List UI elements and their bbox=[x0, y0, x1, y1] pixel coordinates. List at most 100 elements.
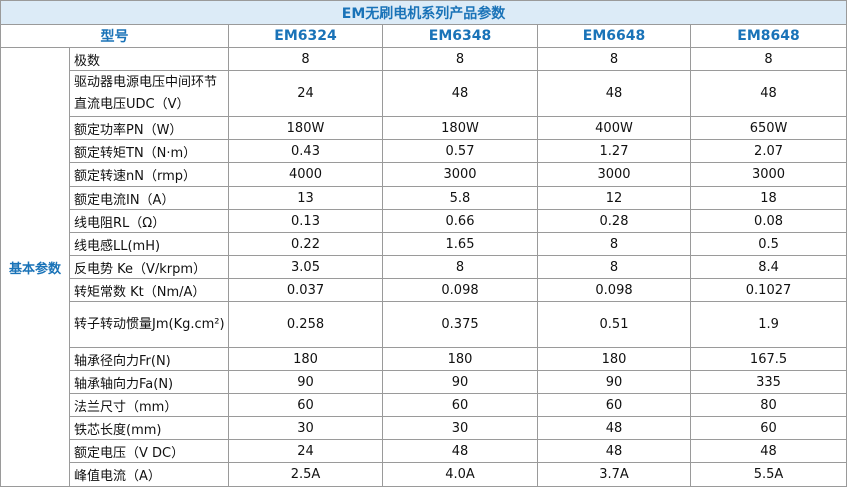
table-row: 轴承径向力Fr(N) 180 180 180 167.5 bbox=[1, 347, 848, 371]
param-name: 额定转速nN（rmp） bbox=[69, 162, 229, 187]
param-value: 1.27 bbox=[537, 139, 691, 163]
param-value: 400W bbox=[537, 116, 691, 140]
param-name: 驱动器电源电压中间环节直流电压UDC（V） bbox=[69, 70, 229, 117]
param-value: 24 bbox=[228, 70, 383, 117]
table-row: 轴承轴向力Fa(N) 90 90 90 335 bbox=[1, 370, 848, 394]
param-value: 0.13 bbox=[228, 209, 383, 233]
param-value: 180W bbox=[228, 116, 383, 140]
header-row: 型号 EM6324 EM6348 EM6648 EM8648 bbox=[0, 24, 848, 48]
param-value: 8 bbox=[537, 255, 691, 279]
param-value: 0.28 bbox=[537, 209, 691, 233]
param-value: 8 bbox=[228, 47, 383, 71]
param-value: 8.4 bbox=[689, 255, 848, 279]
param-name: 反电势 Ke（V/krpm） bbox=[69, 255, 229, 279]
param-name: 轴承径向力Fr(N) bbox=[69, 347, 229, 371]
param-value: 8 bbox=[382, 255, 538, 279]
param-value: 12 bbox=[537, 186, 691, 210]
param-value: 48 bbox=[537, 439, 691, 463]
param-value: 8 bbox=[382, 47, 538, 71]
param-name: 转矩常数 Kt（Nm/A） bbox=[69, 278, 229, 302]
param-value: 3000 bbox=[382, 162, 538, 187]
param-value: 0.51 bbox=[537, 301, 691, 348]
param-value: 80 bbox=[689, 393, 848, 417]
param-value: 0.08 bbox=[689, 209, 848, 233]
table-row: 额定转矩TN（N·m） 0.43 0.57 1.27 2.07 bbox=[1, 139, 848, 163]
param-value: 48 bbox=[689, 439, 848, 463]
param-value: 48 bbox=[382, 70, 538, 117]
table-row: 额定电压（V DC） 24 48 48 48 bbox=[1, 439, 848, 463]
param-value: 4000 bbox=[228, 162, 383, 187]
param-name: 转子转动惯量Jm(Kg.cm²) bbox=[69, 301, 229, 348]
param-value: 1.9 bbox=[689, 301, 848, 348]
param-value: 0.43 bbox=[228, 139, 383, 163]
param-value: 3000 bbox=[689, 162, 848, 187]
param-value: 4.0A bbox=[382, 462, 538, 487]
param-value: 24 bbox=[228, 439, 383, 463]
param-value: 335 bbox=[689, 370, 848, 394]
table-row: 基本参数 极数 8 8 8 8 bbox=[0, 47, 848, 487]
param-value: 90 bbox=[537, 370, 691, 394]
model-header: EM6348 bbox=[382, 24, 538, 48]
param-value: 48 bbox=[689, 70, 848, 117]
title-row: EM无刷电机系列产品参数 bbox=[0, 0, 848, 25]
param-value: 3000 bbox=[537, 162, 691, 187]
param-name: 极数 bbox=[69, 47, 229, 71]
model-label: 型号 bbox=[0, 24, 229, 48]
param-value: 0.22 bbox=[228, 232, 383, 256]
table-row: 额定电流IN（A） 13 5.8 12 18 bbox=[1, 186, 848, 210]
param-value: 0.66 bbox=[382, 209, 538, 233]
param-name: 线电阻RL（Ω） bbox=[69, 209, 229, 233]
param-value: 5.5A bbox=[689, 462, 848, 487]
param-value: 18 bbox=[689, 186, 848, 210]
param-name: 额定电流IN（A） bbox=[69, 186, 229, 210]
param-value: 0.1027 bbox=[689, 278, 848, 302]
table-row: 驱动器电源电压中间环节直流电压UDC（V） 24 48 48 48 bbox=[1, 70, 848, 117]
param-value: 30 bbox=[228, 416, 383, 440]
param-value: 0.098 bbox=[382, 278, 538, 302]
param-value: 2.07 bbox=[689, 139, 848, 163]
table-row: 线电感LL(mH) 0.22 1.65 8 0.5 bbox=[1, 232, 848, 256]
param-value: 5.8 bbox=[382, 186, 538, 210]
table-row: 铁芯长度(mm) 30 30 48 60 bbox=[1, 416, 848, 440]
table-row: 转矩常数 Kt（Nm/A） 0.037 0.098 0.098 0.1027 bbox=[1, 278, 848, 302]
param-value: 3.7A bbox=[537, 462, 691, 487]
table-title: EM无刷电机系列产品参数 bbox=[0, 0, 848, 25]
param-name: 峰值电流（A） bbox=[69, 462, 229, 487]
param-value: 167.5 bbox=[689, 347, 848, 371]
param-name: 铁芯长度(mm) bbox=[69, 416, 229, 440]
param-value: 0.037 bbox=[228, 278, 383, 302]
model-header: EM6324 bbox=[228, 24, 383, 48]
param-name: 额定功率PN（W） bbox=[69, 116, 229, 140]
model-header: EM8648 bbox=[689, 24, 848, 48]
param-value: 0.098 bbox=[537, 278, 691, 302]
param-value: 48 bbox=[382, 439, 538, 463]
param-value: 650W bbox=[689, 116, 848, 140]
param-name: 额定转矩TN（N·m） bbox=[69, 139, 229, 163]
param-value: 48 bbox=[537, 416, 691, 440]
param-value: 180 bbox=[228, 347, 383, 371]
param-name: 轴承轴向力Fa(N) bbox=[69, 370, 229, 394]
model-header: EM6648 bbox=[537, 24, 691, 48]
category-label: 基本参数 bbox=[0, 47, 70, 487]
param-value: 13 bbox=[228, 186, 383, 210]
param-value: 0.375 bbox=[382, 301, 538, 348]
param-value: 90 bbox=[382, 370, 538, 394]
param-value: 60 bbox=[382, 393, 538, 417]
param-value: 60 bbox=[537, 393, 691, 417]
param-value: 2.5A bbox=[228, 462, 383, 487]
table-row: 额定功率PN（W） 180W 180W 400W 650W bbox=[1, 116, 848, 140]
param-value: 48 bbox=[537, 70, 691, 117]
param-value: 8 bbox=[537, 232, 691, 256]
table-row: 转子转动惯量Jm(Kg.cm²) 0.258 0.375 0.51 1.9 bbox=[1, 301, 848, 348]
param-value: 180 bbox=[382, 347, 538, 371]
param-value: 1.65 bbox=[382, 232, 538, 256]
param-value: 60 bbox=[228, 393, 383, 417]
param-value: 60 bbox=[689, 416, 848, 440]
param-value: 8 bbox=[537, 47, 691, 71]
table-row: 法兰尺寸（mm） 60 60 60 80 bbox=[1, 393, 848, 417]
param-name: 线电感LL(mH) bbox=[69, 232, 229, 256]
table-row: 线电阻RL（Ω） 0.13 0.66 0.28 0.08 bbox=[1, 209, 848, 233]
param-value: 3.05 bbox=[228, 255, 383, 279]
param-value: 0.5 bbox=[689, 232, 848, 256]
